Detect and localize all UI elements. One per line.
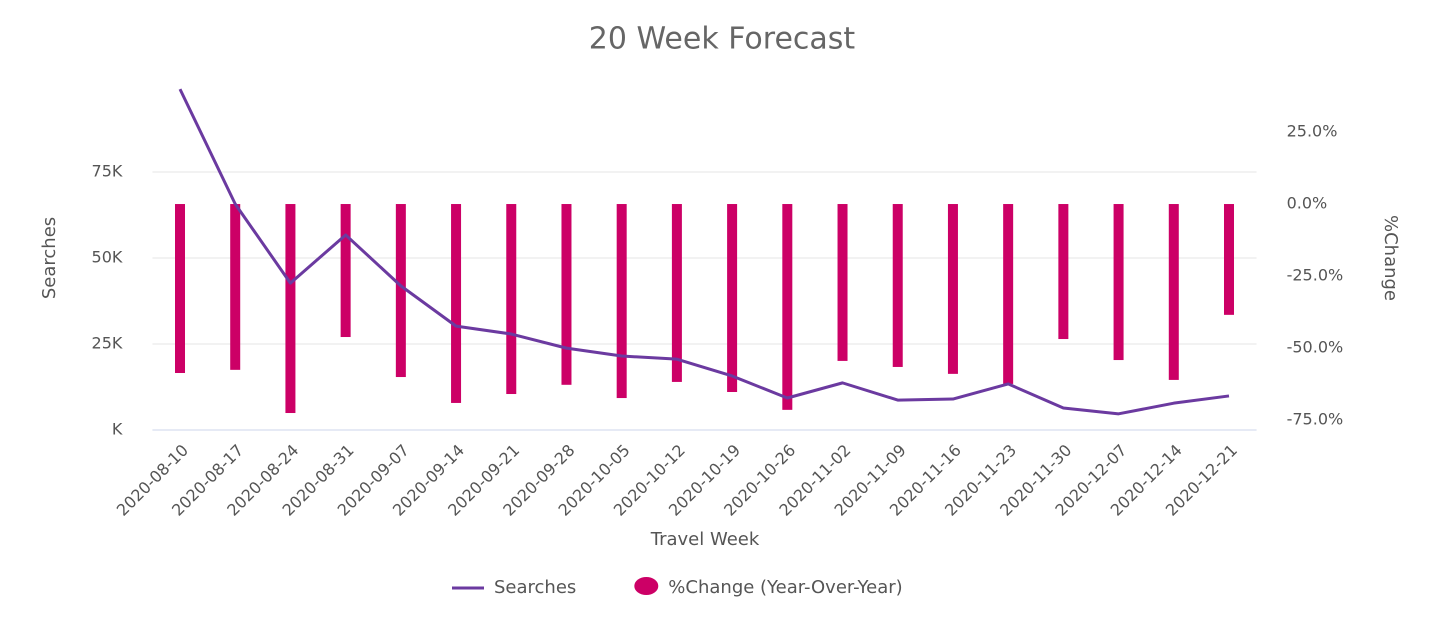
bar: [782, 204, 793, 410]
y-tick-label: K: [112, 420, 123, 439]
bar: [230, 204, 241, 370]
y2-tick-label: -75.0%: [1287, 409, 1344, 428]
bar: [1003, 204, 1014, 384]
y-tick-label: 50K: [92, 248, 123, 267]
y-tick-label: 75K: [92, 162, 123, 181]
legend-label: Searches: [494, 577, 576, 598]
bar: [671, 204, 682, 382]
y-tick-label: 25K: [92, 334, 123, 353]
legend-label: %Change (Year-Over-Year): [668, 577, 902, 598]
bar: [1113, 204, 1124, 361]
legend-symbol: [634, 577, 659, 595]
y2-tick-label: 25.0%: [1287, 122, 1338, 141]
bar: [451, 204, 462, 403]
y2-tick-label: -25.0%: [1287, 265, 1344, 284]
y2-axis-title: %Change: [1380, 215, 1401, 301]
bar: [947, 204, 958, 374]
bar: [395, 204, 406, 378]
y-axis-title: Searches: [39, 217, 60, 299]
bar: [506, 204, 517, 395]
bar: [561, 204, 572, 385]
bar: [616, 204, 627, 399]
line: [178, 88, 1230, 416]
bar: [1168, 204, 1179, 380]
x-axis-title: Travel Week: [650, 529, 760, 550]
bar: [285, 204, 296, 414]
bar: [175, 204, 186, 374]
bar: [1058, 204, 1069, 340]
bar: [727, 204, 738, 393]
y2-tick-label: -50.0%: [1287, 337, 1344, 356]
chart-title: 20 Week Forecast: [589, 22, 856, 57]
bar: [837, 204, 848, 361]
bar: [892, 204, 903, 367]
y2-tick-label: 0.0%: [1287, 194, 1328, 213]
bar: [1223, 204, 1234, 315]
bar: [340, 204, 351, 338]
